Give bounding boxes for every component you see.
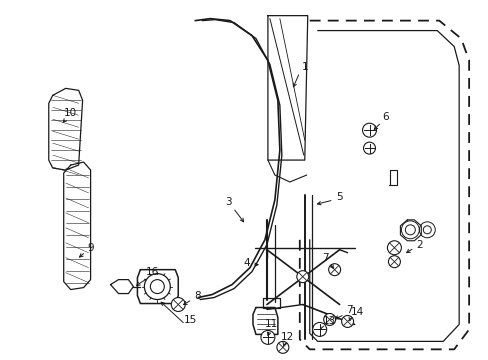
- Text: 7: 7: [322, 253, 328, 263]
- Circle shape: [341, 315, 353, 328]
- Text: 7: 7: [346, 306, 352, 315]
- Text: 10: 10: [64, 108, 77, 118]
- Text: 4: 4: [243, 258, 250, 268]
- Circle shape: [363, 142, 375, 154]
- Circle shape: [276, 341, 288, 353]
- Text: 6: 6: [381, 112, 388, 122]
- Text: 1: 1: [301, 62, 307, 72]
- Circle shape: [296, 271, 308, 283]
- Circle shape: [362, 123, 376, 137]
- Text: 11: 11: [264, 319, 278, 329]
- Text: 16: 16: [145, 267, 159, 276]
- Circle shape: [323, 314, 335, 325]
- Text: 14: 14: [350, 307, 364, 318]
- Text: 12: 12: [281, 332, 294, 342]
- Circle shape: [312, 323, 326, 336]
- Circle shape: [387, 256, 400, 268]
- Text: 3: 3: [224, 197, 231, 207]
- Circle shape: [261, 330, 274, 345]
- Text: 2: 2: [415, 240, 422, 250]
- Text: 8: 8: [193, 291, 200, 301]
- Text: 15: 15: [183, 315, 197, 325]
- Text: 13: 13: [323, 316, 336, 327]
- Text: 5: 5: [336, 192, 342, 202]
- Text: 9: 9: [87, 243, 94, 253]
- Circle shape: [386, 241, 401, 255]
- Circle shape: [328, 264, 340, 276]
- Circle shape: [171, 298, 185, 311]
- Circle shape: [144, 274, 170, 300]
